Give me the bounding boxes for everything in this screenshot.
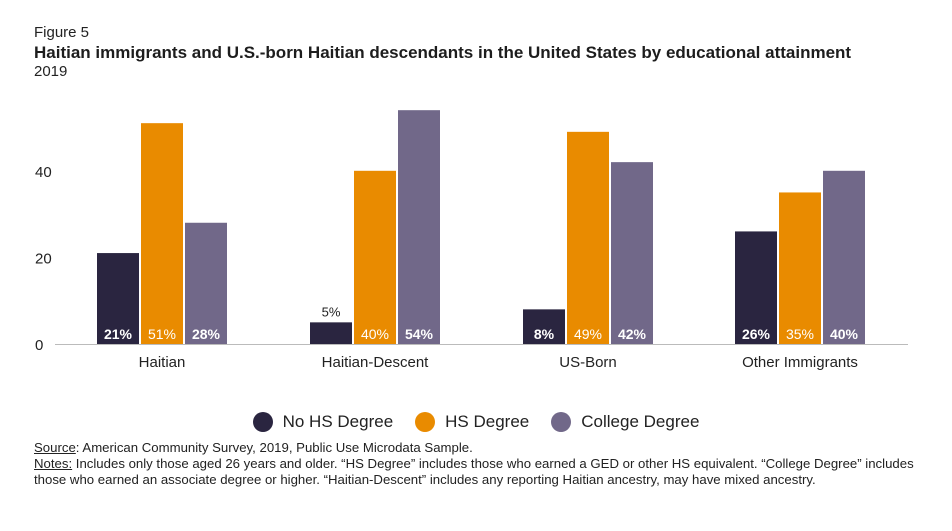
y-tick-label-0: 0: [35, 337, 43, 354]
data-label-us-born-no-hs-degree: 8%: [534, 326, 555, 342]
bar-us-born-hs-degree: [567, 131, 609, 344]
legend-item-no-hs-degree: No HS Degree: [252, 412, 394, 432]
data-label-haitian-descent-no-hs-degree: 5%: [322, 304, 341, 319]
data-label-other-immigrants-college-degree: 40%: [830, 326, 859, 342]
x-tick-label-haitian-descent: Haitian-Descent: [322, 354, 430, 371]
source-text: : American Community Survey, 2019, Publi…: [75, 440, 473, 455]
notes: Notes: Includes only those aged 26 years…: [34, 456, 914, 488]
notes-text: Includes only those aged 26 years and ol…: [34, 456, 914, 487]
bar-haitian-descent-hs-degree: [354, 170, 396, 344]
bar-haitian-no-hs-degree: [97, 253, 139, 344]
legend-item-hs-degree: HS Degree: [415, 412, 529, 432]
bar-haitian-descent-no-hs-degree: [310, 322, 352, 344]
bar-other-immigrants-hs-degree: [779, 192, 821, 344]
chart-title: Haitian immigrants and U.S.-born Haitian…: [34, 43, 852, 62]
x-tick-label-haitian: Haitian: [139, 354, 186, 371]
data-label-us-born-hs-degree: 49%: [574, 326, 602, 342]
data-label-haitian-no-hs-degree: 21%: [104, 326, 133, 342]
legend: No HS Degree HS Degree College Degree: [0, 412, 952, 432]
source-note: Source: American Community Survey, 2019,…: [34, 440, 914, 456]
data-label-other-immigrants-hs-degree: 35%: [786, 326, 814, 342]
y-tick-label-20: 20: [35, 250, 52, 267]
figure-label: Figure 5: [34, 24, 90, 41]
chart-subtitle: 2019: [34, 63, 68, 80]
data-label-other-immigrants-no-hs-degree: 26%: [742, 326, 771, 342]
legend-swatch-hs-degree: [415, 412, 436, 432]
bar-us-born-no-hs-degree: [523, 309, 565, 344]
data-label-haitian-descent-hs-degree: 40%: [361, 326, 389, 342]
y-tick-label-40: 40: [35, 164, 52, 181]
data-label-haitian-hs-degree: 51%: [148, 326, 176, 342]
x-tick-label-us-born: US-Born: [559, 354, 617, 371]
bar-haitian-hs-degree: [141, 123, 183, 344]
legend-swatch-no-hs-degree: [252, 412, 273, 432]
legend-label-hs-degree: HS Degree: [445, 412, 530, 431]
bar-haitian-college-degree: [185, 222, 227, 344]
bar-chart: 0 20 40 21% 51% 28% Haitian 5% 40% 54% Haitian-Des…: [35, 110, 908, 371]
source-label: Source: [34, 440, 76, 455]
legend-item-college-degree: College Degree: [551, 412, 699, 432]
footnote: Source: American Community Survey, 2019,…: [34, 440, 914, 488]
data-label-haitian-college-degree: 28%: [192, 326, 221, 342]
legend-swatch-college-degree: [551, 412, 572, 432]
data-label-haitian-descent-college-degree: 54%: [405, 326, 434, 342]
legend-label-college-degree: College Degree: [581, 412, 700, 431]
data-label-us-born-college-degree: 42%: [618, 326, 647, 342]
bar-us-born-college-degree: [611, 162, 653, 344]
notes-label: Notes:: [34, 456, 73, 471]
bar-other-immigrants-no-hs-degree: [735, 231, 777, 344]
bar-haitian-descent-college-degree: [398, 110, 440, 345]
bar-other-immigrants-college-degree: [823, 170, 865, 344]
x-tick-label-other-immigrants: Other Immigrants: [742, 354, 858, 371]
legend-label-no-hs-degree: No HS Degree: [282, 412, 394, 431]
